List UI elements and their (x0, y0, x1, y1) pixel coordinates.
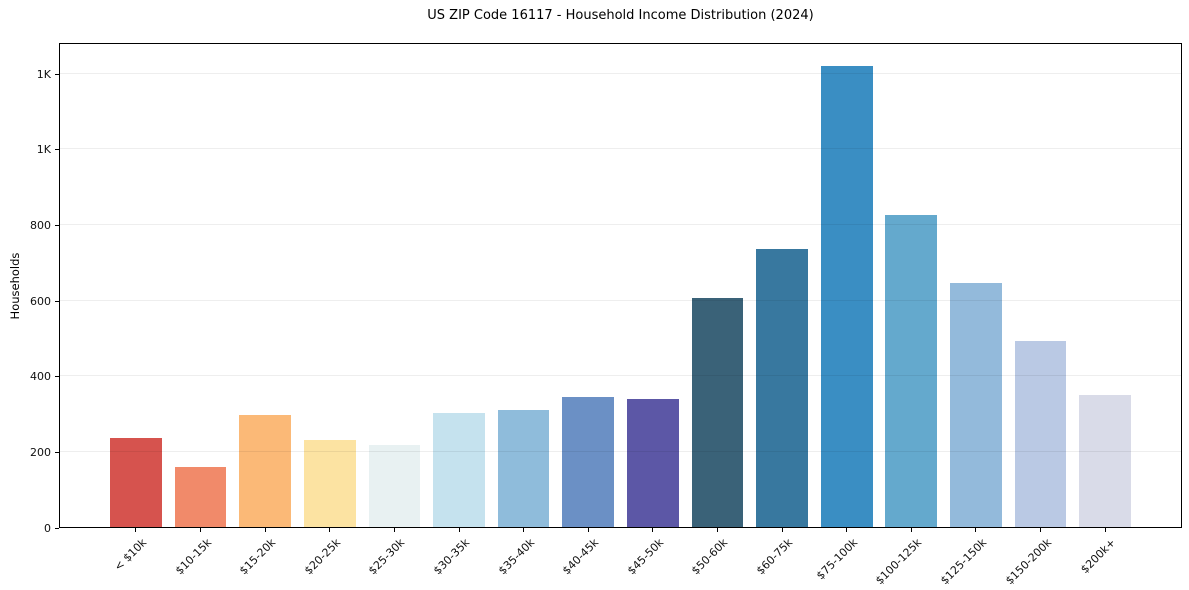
x-tick-label: $35-40k (495, 536, 537, 578)
x-tick-mark (587, 528, 589, 532)
x-tick-mark (910, 528, 912, 532)
bar-$100-125k (885, 214, 938, 527)
gridline (60, 148, 1181, 150)
x-tick-mark (458, 528, 460, 532)
x-tick-label: $150-200k (1002, 536, 1054, 588)
gridline (60, 375, 1181, 377)
y-tick-label: 600 (30, 294, 51, 308)
x-tick-label: $30-35k (430, 536, 473, 578)
x-tick-mark (393, 528, 395, 532)
bar-$50-60k (691, 298, 744, 527)
gridline (60, 223, 1181, 225)
gridline (60, 299, 1181, 301)
gridline (60, 72, 1181, 74)
x-tick-label: $40-45k (560, 536, 602, 578)
gridline (60, 450, 1181, 452)
x-tick-label: < $10k (111, 536, 150, 574)
y-tick-label: 1K (36, 143, 51, 157)
bar-$15-20k (239, 415, 291, 527)
bar-$150-200k (1014, 341, 1067, 527)
x-tick-mark (975, 528, 977, 532)
y-tick-label: 400 (30, 370, 51, 384)
x-tick-mark (652, 528, 654, 532)
y-tick-mark (55, 73, 59, 75)
x-tick-label: $10-15k (172, 536, 214, 578)
x-tick-label: $45-50k (624, 536, 667, 578)
y-tick-mark (55, 224, 59, 226)
y-tick-mark (55, 527, 59, 529)
bar-< $10k (110, 438, 162, 527)
y-tick-label: 1K (36, 67, 51, 81)
x-tick-mark (329, 528, 331, 532)
x-tick-mark (846, 528, 848, 532)
x-tick-mark (781, 528, 783, 532)
bar-$10-15k (174, 467, 227, 527)
y-tick-mark (55, 451, 59, 453)
bar-$75-100k (820, 66, 873, 527)
x-tick-label: $75-100k (813, 536, 860, 583)
bar-$20-25k (303, 439, 356, 527)
x-tick-label: $200k+ (1078, 536, 1119, 577)
bar-$25-30k (368, 444, 421, 527)
y-tick-label: 0 (44, 521, 51, 535)
bar-$40-45k (562, 396, 615, 527)
x-tick-mark (264, 528, 266, 532)
x-tick-label: $125-150k (937, 536, 990, 588)
x-tick-mark (200, 528, 202, 532)
x-tick-mark (523, 528, 525, 532)
y-tick-mark (55, 376, 59, 378)
plot-area (59, 43, 1182, 528)
chart-title: US ZIP Code 16117 - Household Income Dis… (427, 8, 814, 23)
x-tick-label: $60-75k (754, 536, 796, 578)
x-tick-mark (716, 528, 718, 532)
bar-$200k+ (1079, 394, 1132, 527)
x-tick-mark (1104, 528, 1106, 532)
x-tick-label: $15-20k (237, 536, 279, 578)
x-tick-label: $20-25k (301, 536, 343, 578)
y-tick-mark (55, 300, 59, 302)
y-tick-label: 800 (30, 218, 51, 232)
bar-$125-150k (950, 283, 1002, 527)
y-axis-label: Households (8, 252, 22, 320)
bar-$30-35k (433, 413, 485, 527)
x-tick-label: $50-60k (689, 536, 731, 578)
x-tick-label: $100-125k (873, 536, 925, 588)
x-tick-mark (135, 528, 137, 532)
x-tick-mark (1040, 528, 1042, 532)
bar-$60-75k (756, 248, 808, 527)
bar-$45-50k (627, 399, 679, 527)
bar-$35-40k (497, 409, 550, 527)
y-tick-mark (55, 149, 59, 151)
x-tick-label: $25-30k (366, 536, 408, 578)
y-tick-label: 200 (30, 445, 51, 459)
